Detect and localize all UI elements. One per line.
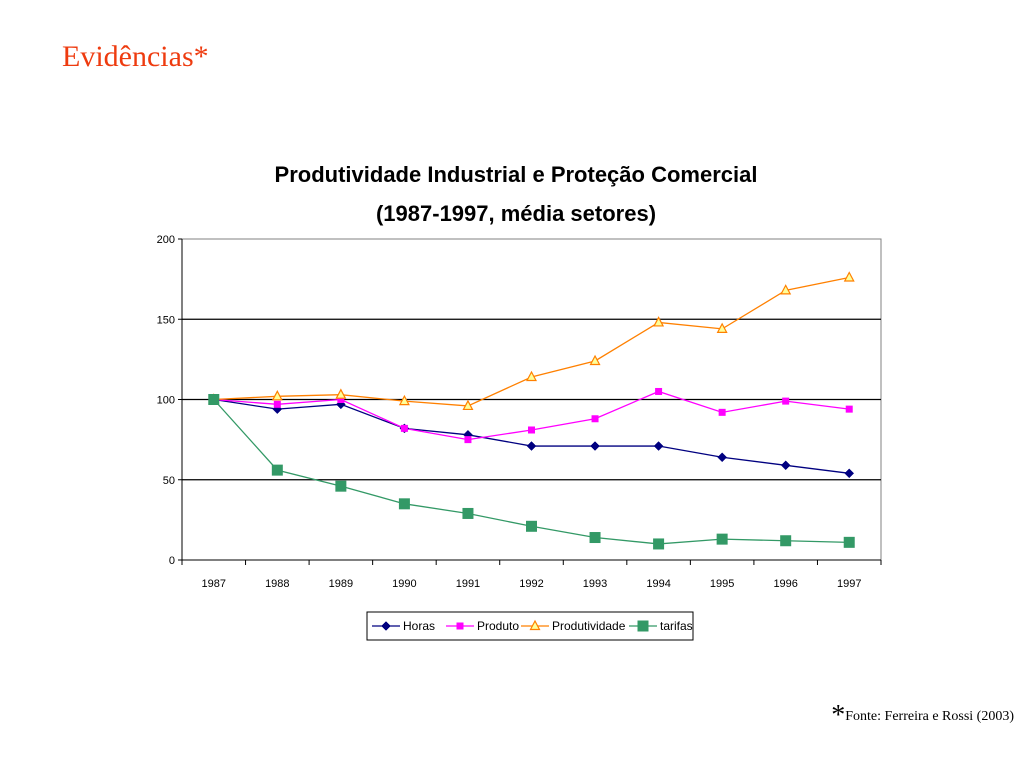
y-tick-label: 100 [157, 395, 175, 407]
y-tick-label: 200 [157, 234, 175, 246]
data-point-produto [528, 426, 535, 434]
data-point-produtividade [653, 316, 665, 327]
data-point-tarifas [589, 532, 601, 544]
data-point-horas [717, 452, 727, 463]
legend-marker-produtividade [529, 619, 541, 631]
data-point-produtividade [780, 284, 792, 295]
data-point-produto [782, 397, 790, 405]
x-tick-label: 1992 [519, 578, 543, 590]
legend-label-tarifas: tarifas [660, 619, 693, 633]
legend: Horas Produto Produtividade tarifas [366, 611, 694, 641]
data-point-produto [718, 408, 726, 416]
data-point-tarifas [526, 520, 537, 532]
data-point-tarifas [843, 536, 855, 548]
data-point-produto [464, 436, 472, 444]
legend-marker-horas [381, 621, 391, 631]
y-tick-label: 150 [157, 314, 175, 326]
data-point-horas [780, 460, 791, 471]
data-point-tarifas [462, 507, 474, 519]
y-tick-label: 0 [169, 555, 175, 567]
data-point-tarifas [398, 498, 410, 510]
footnote: *Fonte: Ferreira e Rossi (2003) [831, 700, 1014, 732]
x-tick-label: 1996 [773, 578, 797, 590]
x-tick-label: 1997 [837, 578, 861, 590]
legend-label-horas: Horas [403, 619, 435, 633]
legend-label-produto: Produto [477, 619, 519, 633]
x-tick-label: 1994 [646, 578, 670, 590]
x-tick-label: 1987 [202, 578, 226, 590]
plot-area: 0 50 100 150 200 1987 1988 1989 1990 1991 1992 1993… [157, 234, 882, 590]
data-point-produto [591, 415, 599, 423]
data-point-produtividade [398, 394, 410, 406]
chart-title-line2: (1987-1997, média setores) [376, 201, 656, 226]
data-point-horas [844, 468, 855, 479]
y-tick-label: 50 [163, 475, 175, 487]
x-tick-label: 1988 [265, 578, 289, 590]
footnote-star: * [831, 700, 846, 731]
data-point-produto [400, 424, 408, 432]
data-point-produtividade [843, 271, 855, 282]
data-point-tarifas [716, 533, 728, 545]
data-point-produtividade [462, 399, 474, 411]
chart-title-line1: Produtividade Industrial e Proteção Come… [275, 162, 758, 187]
data-point-produtividade [335, 388, 347, 399]
data-point-produtividade [526, 370, 537, 382]
data-point-produtividade [716, 322, 728, 333]
legend-marker-produto [456, 622, 464, 630]
x-tick-label: 1993 [583, 578, 607, 590]
data-point-horas [590, 441, 600, 451]
x-tick-label: 1990 [392, 578, 416, 590]
data-point-produtividade [271, 390, 283, 401]
data-point-tarifas [335, 480, 347, 492]
data-point-horas [526, 441, 537, 451]
slide-title: Evidências* [62, 40, 209, 73]
legend-marker-tarifas [637, 620, 649, 632]
data-point-tarifas [780, 535, 792, 547]
data-point-produto [845, 405, 853, 413]
data-point-produto [655, 387, 663, 395]
x-tick-label: 1989 [329, 578, 353, 590]
legend-label-produtividade: Produtividade [552, 619, 626, 633]
data-point-produto [273, 400, 281, 408]
data-point-produtividade [589, 354, 601, 366]
data-point-tarifas [271, 464, 283, 476]
x-tick-label: 1991 [456, 578, 480, 590]
footnote-source: Fonte: Ferreira e Rossi (2003) [845, 709, 1014, 724]
data-point-tarifas [653, 538, 665, 550]
data-point-tarifas [208, 394, 220, 405]
data-point-produto [337, 396, 345, 403]
data-point-horas [653, 441, 664, 451]
x-tick-label: 1995 [710, 578, 734, 590]
